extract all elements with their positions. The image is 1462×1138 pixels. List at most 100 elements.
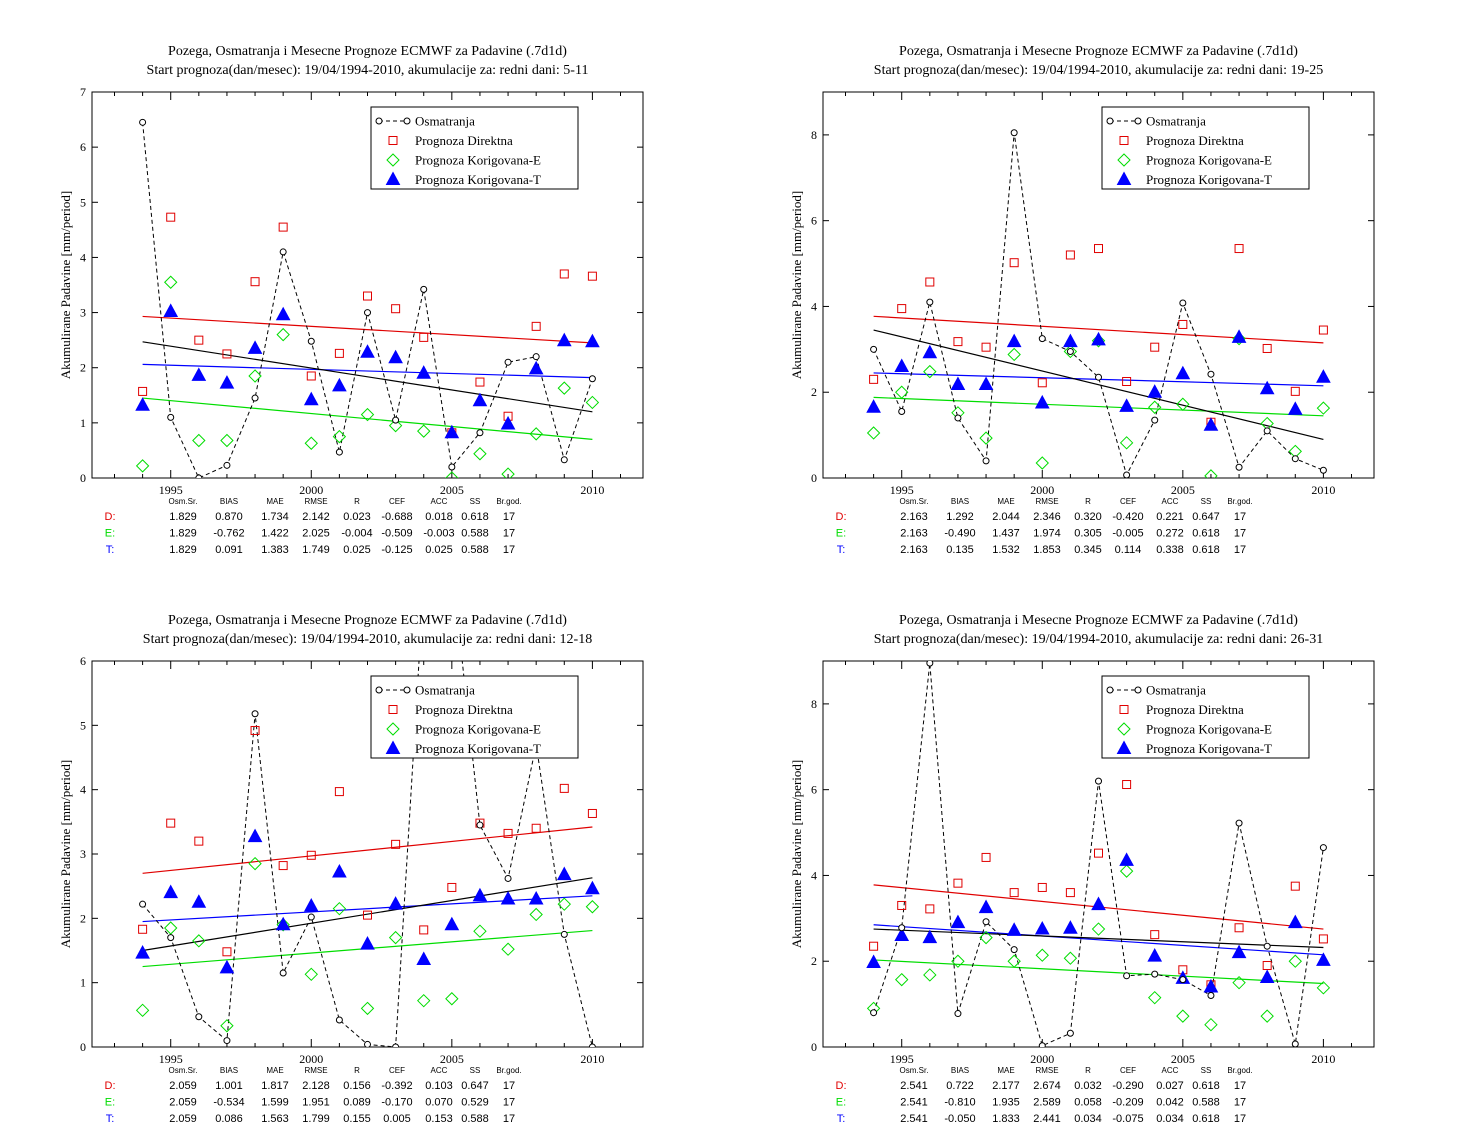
corr-e-point <box>135 1003 150 1018</box>
stats-header-cell: Br.god. <box>496 1066 521 1075</box>
direct-point <box>166 212 176 222</box>
obs-point <box>167 413 175 421</box>
direct-point <box>897 304 907 314</box>
corr-e-point <box>473 447 487 461</box>
obs-point <box>504 358 512 366</box>
obs-point <box>898 408 906 416</box>
stats-cell: 0.135 <box>946 544 974 556</box>
legend-label-direct: Prognoza Direktna <box>415 702 513 717</box>
legend-label-corr-e: Prognoza Korigovana-E <box>415 153 541 168</box>
y-tick-label: 7 <box>80 85 86 99</box>
obs-point <box>532 353 540 361</box>
obs-point <box>223 461 231 469</box>
stats-cell: 2.674 <box>1033 1080 1061 1092</box>
stats-header-cell: R <box>1085 1066 1091 1075</box>
direct-point <box>953 878 963 888</box>
obs-point <box>1263 427 1271 435</box>
stats-header-cell: R <box>354 1066 360 1075</box>
trend-line-corr-t <box>142 895 593 923</box>
stats-cell: 2.044 <box>992 511 1020 523</box>
chart-subtitle: Start prognoza(dan/mesec): 19/04/1994-20… <box>147 63 589 78</box>
corr-e-point <box>192 433 206 448</box>
corr-e-point <box>501 942 515 956</box>
corr-e-point <box>1176 1009 1190 1023</box>
stats-cell: 0.345 <box>1074 544 1102 556</box>
corr-e-point <box>135 459 150 473</box>
corr-t-point <box>219 959 235 974</box>
stats-cell: -0.762 <box>213 528 244 540</box>
y-tick-label: 1 <box>80 416 86 430</box>
y-tick-label: 6 <box>811 783 817 797</box>
direct-point <box>1037 882 1047 892</box>
corr-t-point <box>1119 852 1134 866</box>
direct-point <box>1094 244 1103 254</box>
corr-t-point <box>1203 978 1219 993</box>
stats-cell: 1.422 <box>261 528 289 540</box>
direct-point <box>306 371 316 381</box>
stats-cell: 0.320 <box>1074 511 1102 523</box>
legend-obs-marker <box>403 686 411 694</box>
corr-e-point <box>332 901 347 916</box>
direct-point <box>138 386 148 396</box>
x-tick-label: 2005 <box>1171 1052 1195 1066</box>
corr-t-point <box>163 884 179 899</box>
y-axis-label: Akumulirane Padavine [mm/period] <box>789 760 804 948</box>
corr-t-point <box>1147 384 1163 398</box>
stats-header-cell: RMSE <box>1035 497 1058 506</box>
stats-cell: 17 <box>503 1097 515 1109</box>
corr-t-point <box>275 306 291 321</box>
stats-cell: 0.005 <box>383 1113 411 1125</box>
corr-e-point <box>979 930 993 945</box>
legend-corr-t-marker <box>1116 171 1132 185</box>
stats-cell: 0.870 <box>215 511 243 523</box>
obs-point <box>1207 370 1215 378</box>
y-tick-label: 2 <box>80 361 86 375</box>
corr-e-point <box>1119 864 1134 878</box>
x-tick-label: 2010 <box>1311 483 1335 497</box>
stats-cell: 1.817 <box>261 1080 289 1092</box>
corr-e-point <box>248 856 262 871</box>
chart-panel-2: Pozega, Osmatranja i Mesecne Prognoze EC… <box>789 44 1375 556</box>
stats-header-cell: CEF <box>1120 1066 1136 1075</box>
stats-header-cell: CEF <box>1120 497 1136 506</box>
plot-area <box>135 118 600 478</box>
stats-cell: 0.156 <box>343 1080 371 1092</box>
legend-corr-e-marker <box>386 153 400 167</box>
corr-t-point <box>416 951 432 966</box>
direct-point <box>587 271 597 281</box>
corr-t-point <box>556 866 572 881</box>
obs-point <box>870 1009 878 1017</box>
obs-point <box>421 581 427 587</box>
stats-cell: 2.142 <box>302 511 330 523</box>
corr-t-point <box>135 945 150 959</box>
y-tick-label: 2 <box>811 385 817 399</box>
stats-cell: 2.589 <box>1033 1097 1061 1109</box>
chart-panel-3: Pozega, Osmatranja i Mesecne Prognoze EC… <box>58 581 644 1125</box>
stats-header-cell: ACC <box>431 1066 448 1075</box>
obs-point <box>420 285 428 293</box>
stats-header-cell: Br.god. <box>496 497 521 506</box>
corr-t-point <box>1147 948 1163 962</box>
obs-point <box>926 298 934 306</box>
stats-cell: 2.128 <box>302 1080 330 1092</box>
stats-cell: 0.034 <box>1074 1113 1102 1125</box>
stats-cell: -0.490 <box>944 528 975 540</box>
direct-point <box>334 787 344 797</box>
chart-subtitle: Start prognoza(dan/mesec): 19/04/1994-20… <box>874 632 1323 647</box>
plot-area <box>866 129 1331 478</box>
corr-t-point <box>444 916 460 931</box>
obs-point <box>251 710 259 718</box>
corr-e-point <box>417 993 431 1008</box>
stats-cell: -0.392 <box>381 1080 412 1092</box>
direct-point <box>1122 377 1132 386</box>
y-tick-label: 6 <box>80 140 86 154</box>
corr-e-point <box>1232 331 1246 346</box>
stats-table: Osm.Sr. BIAS MAE RMSE R CEF ACC SS Br.god. D: 2.05… <box>105 1066 522 1125</box>
legend-label-direct: Prognoza Direktna <box>415 133 513 148</box>
direct-point <box>897 900 907 910</box>
corr-e-point <box>1260 1009 1274 1023</box>
legend-direct-marker <box>1119 136 1129 145</box>
corr-t-point <box>500 890 516 905</box>
stats-header-cell: RMSE <box>304 497 327 506</box>
stats-row-label: D: <box>836 511 847 523</box>
